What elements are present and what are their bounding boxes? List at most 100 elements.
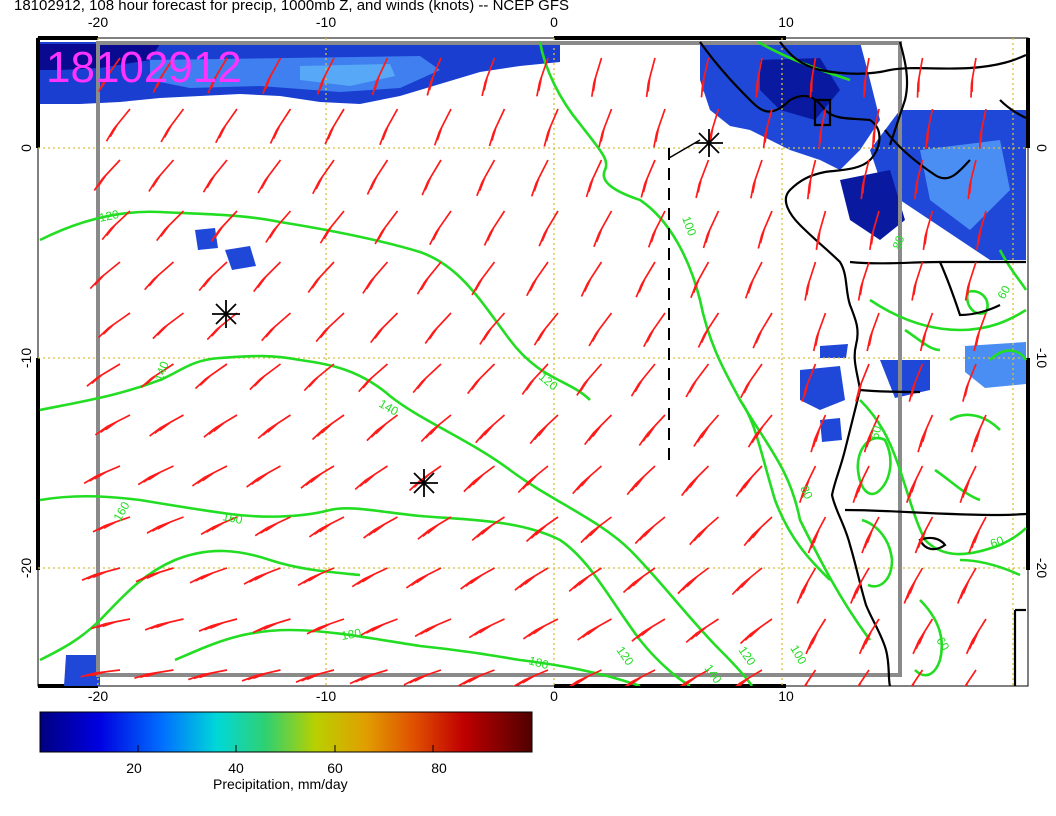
wind-barb xyxy=(215,108,238,144)
wind-barb xyxy=(580,261,603,297)
wind-barb xyxy=(257,414,291,440)
wind-barb xyxy=(857,669,870,686)
wind-barb xyxy=(241,669,281,682)
wind-barb xyxy=(421,159,442,196)
colorbar-tick-label: 40 xyxy=(228,760,244,776)
contour-label: 60 xyxy=(988,533,1006,551)
wind-barb xyxy=(269,108,292,144)
wind-barb xyxy=(363,516,398,539)
wind-barb xyxy=(695,159,710,199)
wind-barb xyxy=(908,363,924,402)
contour-label: 80 xyxy=(890,233,908,251)
wind-barb xyxy=(308,516,345,538)
wind-barb xyxy=(964,261,977,301)
wind-barb xyxy=(757,210,773,249)
lat-label-left: -10 xyxy=(18,348,34,368)
wind-barb xyxy=(303,363,335,392)
wind-barb xyxy=(970,414,987,453)
wind-barb xyxy=(925,108,934,149)
wind-barb xyxy=(91,618,131,630)
wind-barb xyxy=(568,567,602,593)
colorbar-tick-label: 80 xyxy=(431,760,447,776)
storm-marker xyxy=(212,300,240,328)
wind-barb xyxy=(693,414,720,447)
wind-barb xyxy=(360,618,398,636)
contour-label: 80 xyxy=(797,483,815,501)
wind-barb xyxy=(479,312,506,345)
wind-barb xyxy=(681,465,710,497)
wind-barb xyxy=(913,159,924,200)
wind-barb xyxy=(798,465,817,503)
wind-barb xyxy=(243,567,281,585)
wind-barb xyxy=(962,363,977,402)
wind-barb xyxy=(144,618,184,631)
wind-barb xyxy=(810,414,827,453)
wind-barb xyxy=(262,57,282,95)
wind-barb xyxy=(198,618,238,632)
wind-barb xyxy=(630,363,656,397)
wind-barb xyxy=(525,516,559,543)
wind-barb xyxy=(812,312,827,352)
wind-barb xyxy=(598,108,613,148)
wind-barb xyxy=(146,516,184,534)
wind-barb xyxy=(679,669,709,686)
wind-barb xyxy=(631,618,666,642)
contour-label: 120 xyxy=(614,644,637,669)
wind-barb xyxy=(105,108,131,142)
wind-barb xyxy=(374,210,399,245)
wind-barb xyxy=(635,261,656,298)
wind-barb xyxy=(588,312,613,347)
wind-barb xyxy=(638,414,666,446)
wind-barb xyxy=(426,57,442,96)
wind-barb xyxy=(307,261,335,293)
wind-barb xyxy=(408,465,442,492)
wind-barb xyxy=(744,261,763,299)
height-contours xyxy=(39,40,1028,686)
wind-barb xyxy=(249,363,282,391)
wind-barb xyxy=(863,414,880,453)
wind-barb xyxy=(739,618,773,645)
lon-label-bottom: 10 xyxy=(778,688,794,704)
wind-barb xyxy=(370,312,399,344)
wind-barb xyxy=(750,159,763,199)
wind-barb xyxy=(584,414,613,446)
contour-label: 60 xyxy=(933,635,952,654)
wind-barb xyxy=(919,312,934,352)
wind-barb xyxy=(959,465,977,503)
wind-barb xyxy=(916,57,924,98)
wind-barb xyxy=(351,567,388,588)
wind-barb xyxy=(97,312,131,339)
wind-barb xyxy=(324,108,345,145)
wind-barb xyxy=(576,363,603,396)
wind-barb xyxy=(685,618,719,644)
wind-barb xyxy=(863,57,870,98)
wind-barb xyxy=(92,516,131,533)
wind-barb xyxy=(806,159,817,200)
wind-barb xyxy=(89,261,121,290)
wind-barb xyxy=(203,414,238,438)
wind-barb xyxy=(198,261,228,292)
wind-barb xyxy=(416,261,442,295)
wind-barb xyxy=(149,414,184,437)
wind-barb xyxy=(83,465,121,485)
wind-barb xyxy=(429,210,452,246)
wind-barb xyxy=(689,516,720,546)
wind-barb xyxy=(543,108,559,147)
wind-barb xyxy=(188,669,228,681)
wind-barb xyxy=(202,159,228,193)
lon-label-top: -10 xyxy=(316,14,336,30)
wind-barb xyxy=(735,465,763,497)
wind-barb xyxy=(261,312,292,342)
wind-barb xyxy=(512,669,549,686)
wind-barb xyxy=(869,210,880,251)
contour-label: 100 xyxy=(679,214,699,238)
lat-label-left: -20 xyxy=(18,558,34,578)
wind-barb xyxy=(626,465,656,496)
wind-barb xyxy=(405,567,442,589)
wind-barb xyxy=(801,363,817,402)
lon-label-bottom: 0 xyxy=(550,688,558,704)
wind-barb xyxy=(488,108,506,147)
wind-barb xyxy=(731,567,763,596)
contour-labels: 120 100 140 120 140 160 160 180 180 140 … xyxy=(98,207,1014,686)
